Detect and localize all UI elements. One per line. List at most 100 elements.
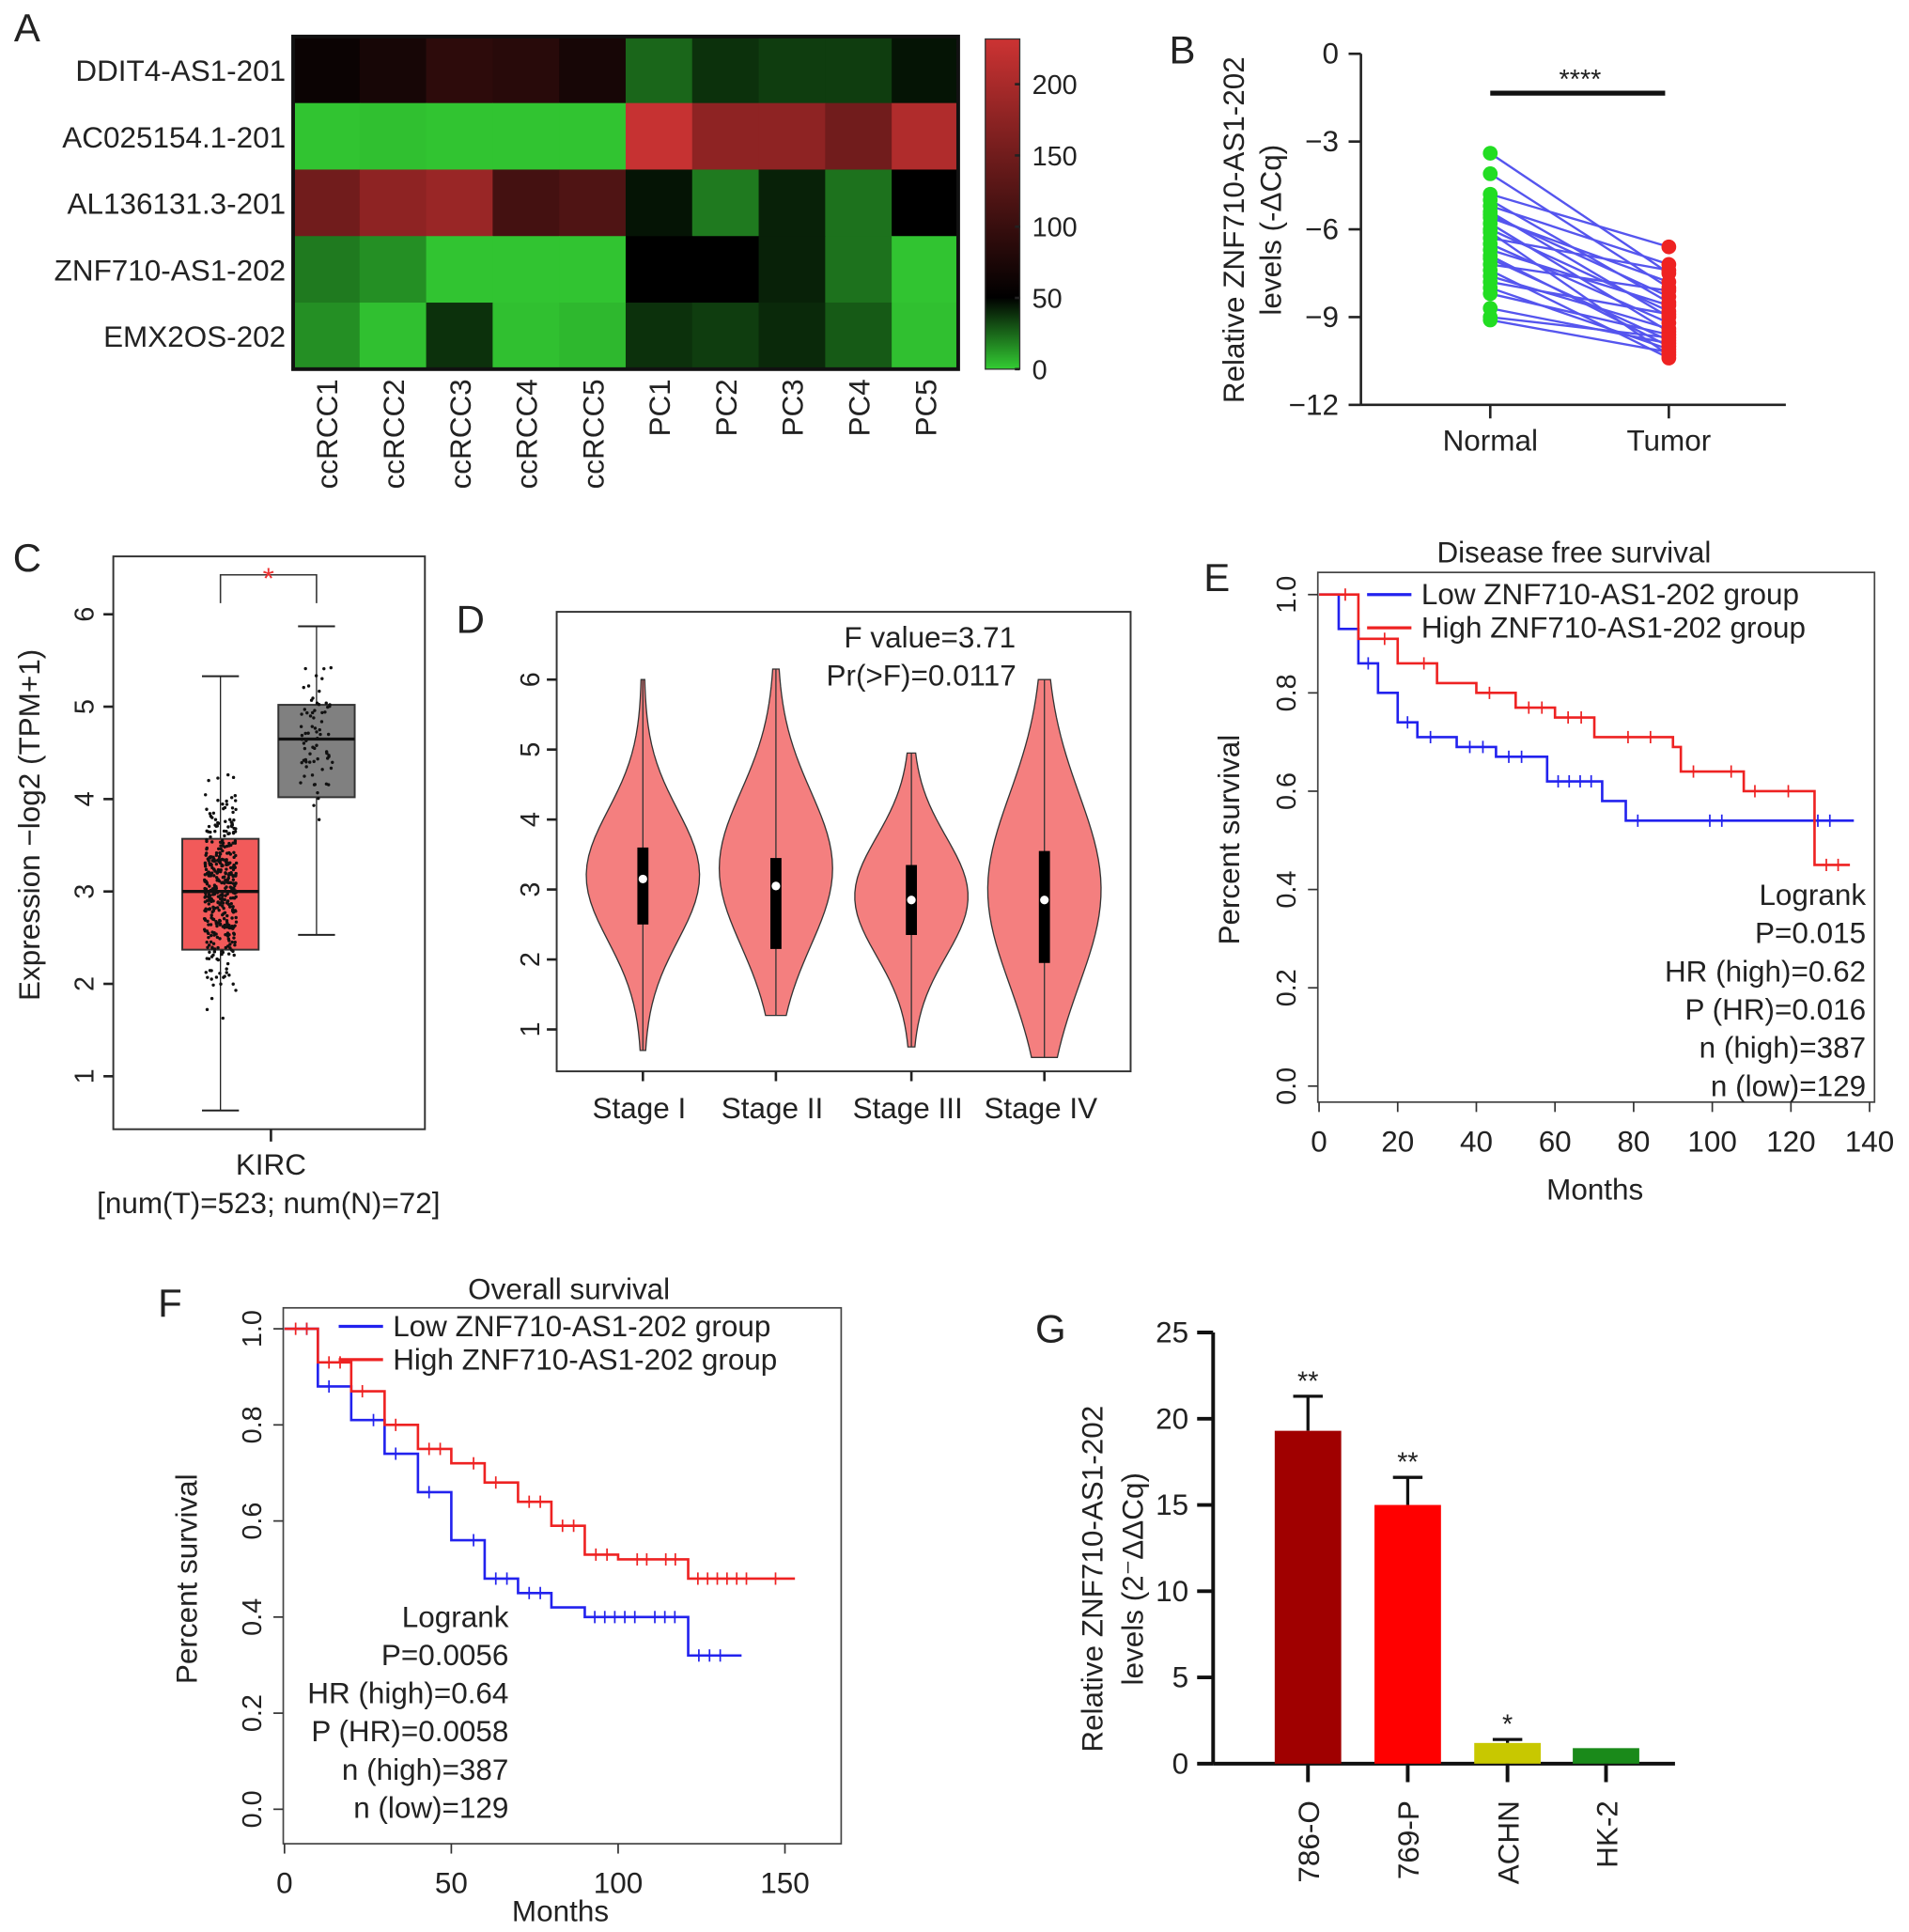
data-point: [225, 861, 229, 865]
x-axis-label: [num(T)=523; num(N)=72]: [97, 1187, 440, 1220]
data-point: [315, 730, 318, 734]
stats-label: P (HR)=0.0058: [311, 1715, 508, 1748]
x-tick-label: 100: [1687, 1125, 1736, 1158]
x-axis-label: Months: [512, 1895, 609, 1928]
data-point: [234, 881, 238, 886]
data-point: [303, 774, 306, 778]
pair-line: [1490, 306, 1669, 345]
y-tick-label: 1.0: [238, 1310, 268, 1348]
data-point: [234, 891, 238, 895]
data-point: [216, 799, 220, 802]
data-point: [320, 677, 324, 680]
data-point: [207, 943, 211, 947]
y-tick-label: 0.6: [238, 1503, 268, 1540]
pair-line: [1489, 172, 1669, 289]
plot-frame: [555, 611, 1132, 1073]
data-point: [231, 881, 235, 885]
data-point: [208, 812, 212, 816]
panel-letter: C: [13, 536, 41, 580]
y-axis-label: Percent survival: [171, 1473, 204, 1684]
colorbar-tick-label: 0: [1032, 355, 1048, 385]
data-point: [222, 916, 226, 921]
heatmap-cell: [559, 236, 627, 304]
data-point: [317, 796, 320, 801]
data-point: [233, 830, 238, 834]
data-point: [304, 765, 308, 769]
data-point: [232, 932, 237, 936]
heatmap-column-label: PC5: [909, 379, 942, 436]
stats-label: HR (high)=0.64: [307, 1677, 508, 1710]
colorbar-tick-label: 150: [1032, 142, 1078, 172]
pair-line: [1489, 274, 1669, 331]
y-tick-label: 0.4: [238, 1598, 268, 1636]
data-point: [207, 870, 211, 875]
survival-curve: [284, 1327, 796, 1581]
data-point: [232, 850, 236, 854]
heatmap-cell: [492, 36, 560, 104]
heatmap-cell: [559, 36, 627, 104]
data-point: [313, 783, 318, 787]
data-point: [227, 939, 231, 943]
heatmap-cell: [625, 303, 693, 370]
data-point: [214, 862, 219, 866]
heatmap-cell: [892, 236, 959, 304]
data-point: [320, 768, 324, 771]
stats-label: P=0.0056: [381, 1639, 509, 1672]
data-point: [211, 855, 215, 860]
x-axis-label: KIRC: [236, 1148, 306, 1181]
data-point: [223, 926, 226, 929]
x-tick-label: 80: [1617, 1125, 1650, 1158]
y-tick-label: −3: [1305, 125, 1339, 158]
heatmap-column-label: ccRCC3: [444, 379, 477, 489]
data-point: [205, 847, 209, 851]
legend-label: High ZNF710-AS1-202 group: [1421, 612, 1806, 645]
data-point: [203, 896, 207, 899]
data-point: [316, 790, 319, 795]
data-point: [207, 957, 211, 960]
data-point: [331, 760, 334, 764]
significance-label: *: [263, 562, 274, 595]
data-point: [207, 923, 210, 927]
data-point: [232, 818, 236, 822]
data-point: [219, 869, 223, 874]
data-point: [223, 805, 227, 810]
data-point: [312, 803, 316, 807]
data-point: [305, 710, 309, 715]
data-point: [229, 843, 233, 848]
data-point: [216, 776, 220, 780]
data-point: [231, 982, 235, 986]
data-point: [306, 731, 310, 735]
x-tick-label: 40: [1460, 1125, 1493, 1158]
data-point: [220, 841, 225, 845]
data-point: [205, 839, 209, 844]
heatmap-cell: [293, 236, 361, 304]
violin-iqr: [770, 858, 782, 949]
data-point: [225, 867, 228, 871]
data-point: [207, 874, 211, 878]
data-point: [231, 927, 235, 930]
data-point: [208, 884, 211, 888]
x-tick-label: Stage IV: [984, 1092, 1097, 1125]
data-point: [210, 933, 213, 938]
stats-label: Logrank: [1759, 879, 1866, 911]
x-tick-label: 0: [276, 1867, 293, 1900]
survival-curve: [1319, 593, 1855, 822]
data-point: [299, 781, 303, 785]
heatmap-cell: [359, 102, 427, 171]
heatmap-column-label: PC2: [710, 379, 743, 436]
data-point: [233, 799, 238, 802]
data-point: [318, 732, 322, 737]
data-point: [225, 921, 229, 925]
data-point: [233, 940, 237, 944]
y-tick-label: 20: [1156, 1402, 1188, 1435]
data-point: [216, 878, 220, 881]
data-point: [210, 945, 214, 949]
significance-bracket: [219, 573, 318, 603]
bar: [1573, 1748, 1639, 1764]
data-point: [221, 849, 225, 853]
heatmap-cell: [892, 303, 959, 370]
data-point: [226, 876, 231, 880]
annotation-f-value: F value=3.71: [844, 621, 1016, 654]
data-point: [211, 917, 216, 922]
heatmap-cell: [492, 236, 560, 304]
